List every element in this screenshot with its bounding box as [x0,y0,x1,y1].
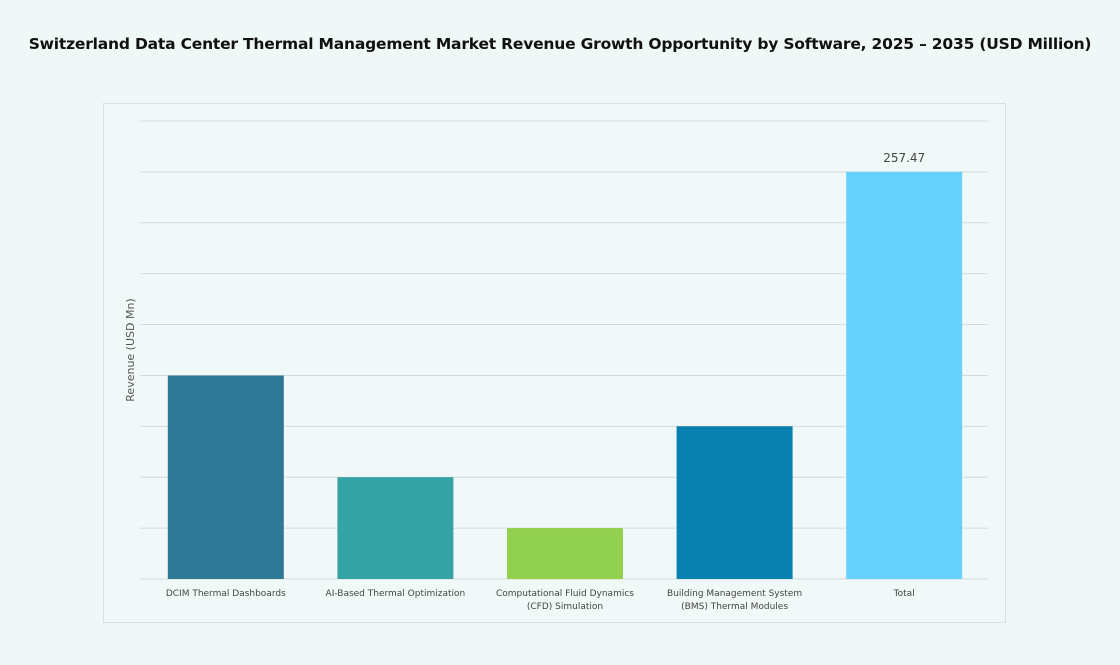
category-label: Building Management System [667,589,802,599]
y-axis-label: Revenue (USD Mn) [124,298,137,401]
bar [507,528,623,579]
data-label: 257.47 [883,151,925,165]
chart-title: Switzerland Data Center Thermal Manageme… [28,35,1092,53]
bar [676,426,793,579]
category-label: Computational Fluid Dynamics [496,589,634,599]
bars: 257.47 [167,151,963,580]
category-label: (CFD) Simulation [527,602,603,612]
category-label: Total [893,589,915,599]
category-label: AI-Based Thermal Optimization [326,589,466,599]
category-labels: DCIM Thermal Dashboards AI-Based Thermal … [166,589,915,612]
bar [846,171,963,580]
bar [337,477,454,579]
category-label: (BMS) Thermal Modules [681,602,788,612]
bar [167,375,284,579]
category-label: DCIM Thermal Dashboards [166,589,286,599]
